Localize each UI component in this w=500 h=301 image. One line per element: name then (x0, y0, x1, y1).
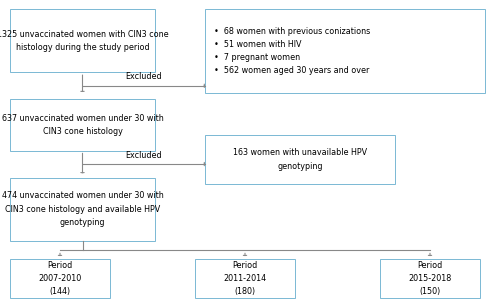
Text: Excluded: Excluded (126, 72, 162, 81)
Text: 474 unvaccinated women under 30 with
CIN3 cone histology and available HPV
genot: 474 unvaccinated women under 30 with CIN… (2, 191, 164, 227)
Text: 1325 unvaccinated women with CIN3 cone
histology during the study period: 1325 unvaccinated women with CIN3 cone h… (0, 29, 168, 52)
FancyBboxPatch shape (10, 259, 110, 298)
FancyBboxPatch shape (380, 259, 480, 298)
Text: Excluded: Excluded (126, 150, 162, 160)
Text: 637 unvaccinated women under 30 with
CIN3 cone histology: 637 unvaccinated women under 30 with CIN… (2, 114, 164, 136)
Text: 163 women with unavailable HPV
genotyping: 163 women with unavailable HPV genotypin… (233, 148, 367, 171)
Text: Period
2015-2018
(150): Period 2015-2018 (150) (408, 261, 452, 296)
Text: •  68 women with previous conizations
•  51 women with HIV
•  7 pregnant women
•: • 68 women with previous conizations • 5… (214, 27, 370, 76)
FancyBboxPatch shape (10, 99, 155, 150)
FancyBboxPatch shape (10, 178, 155, 241)
FancyBboxPatch shape (10, 9, 155, 72)
FancyBboxPatch shape (205, 9, 485, 93)
FancyBboxPatch shape (195, 259, 295, 298)
FancyBboxPatch shape (205, 135, 395, 184)
Text: Period
2007-2010
(144): Period 2007-2010 (144) (38, 261, 82, 296)
Text: Period
2011-2014
(180): Period 2011-2014 (180) (224, 261, 266, 296)
